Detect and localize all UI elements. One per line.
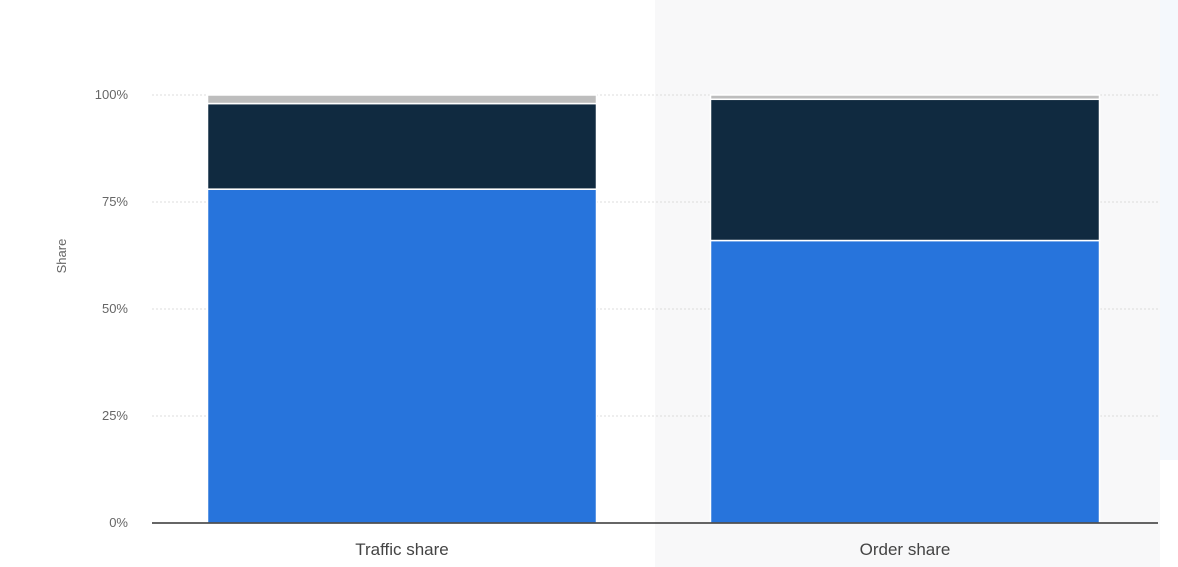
- y-tick-label: 25%: [102, 408, 128, 423]
- bar-segment: [206, 94, 598, 105]
- bar-segment: [709, 98, 1101, 242]
- edge-strip: [1160, 0, 1178, 460]
- bar-segment: [206, 188, 598, 524]
- bar-segment: [709, 94, 1101, 101]
- y-tick-label: 100%: [95, 87, 129, 102]
- y-tick-label: 50%: [102, 301, 128, 316]
- bar-segment: [206, 102, 598, 190]
- y-tick-label: 0%: [109, 515, 128, 530]
- bar-segment: [709, 239, 1101, 524]
- y-axis-label: Share: [54, 239, 69, 274]
- x-tick-label: Order share: [860, 540, 951, 559]
- y-tick-label: 75%: [102, 194, 128, 209]
- x-tick-label: Traffic share: [355, 540, 449, 559]
